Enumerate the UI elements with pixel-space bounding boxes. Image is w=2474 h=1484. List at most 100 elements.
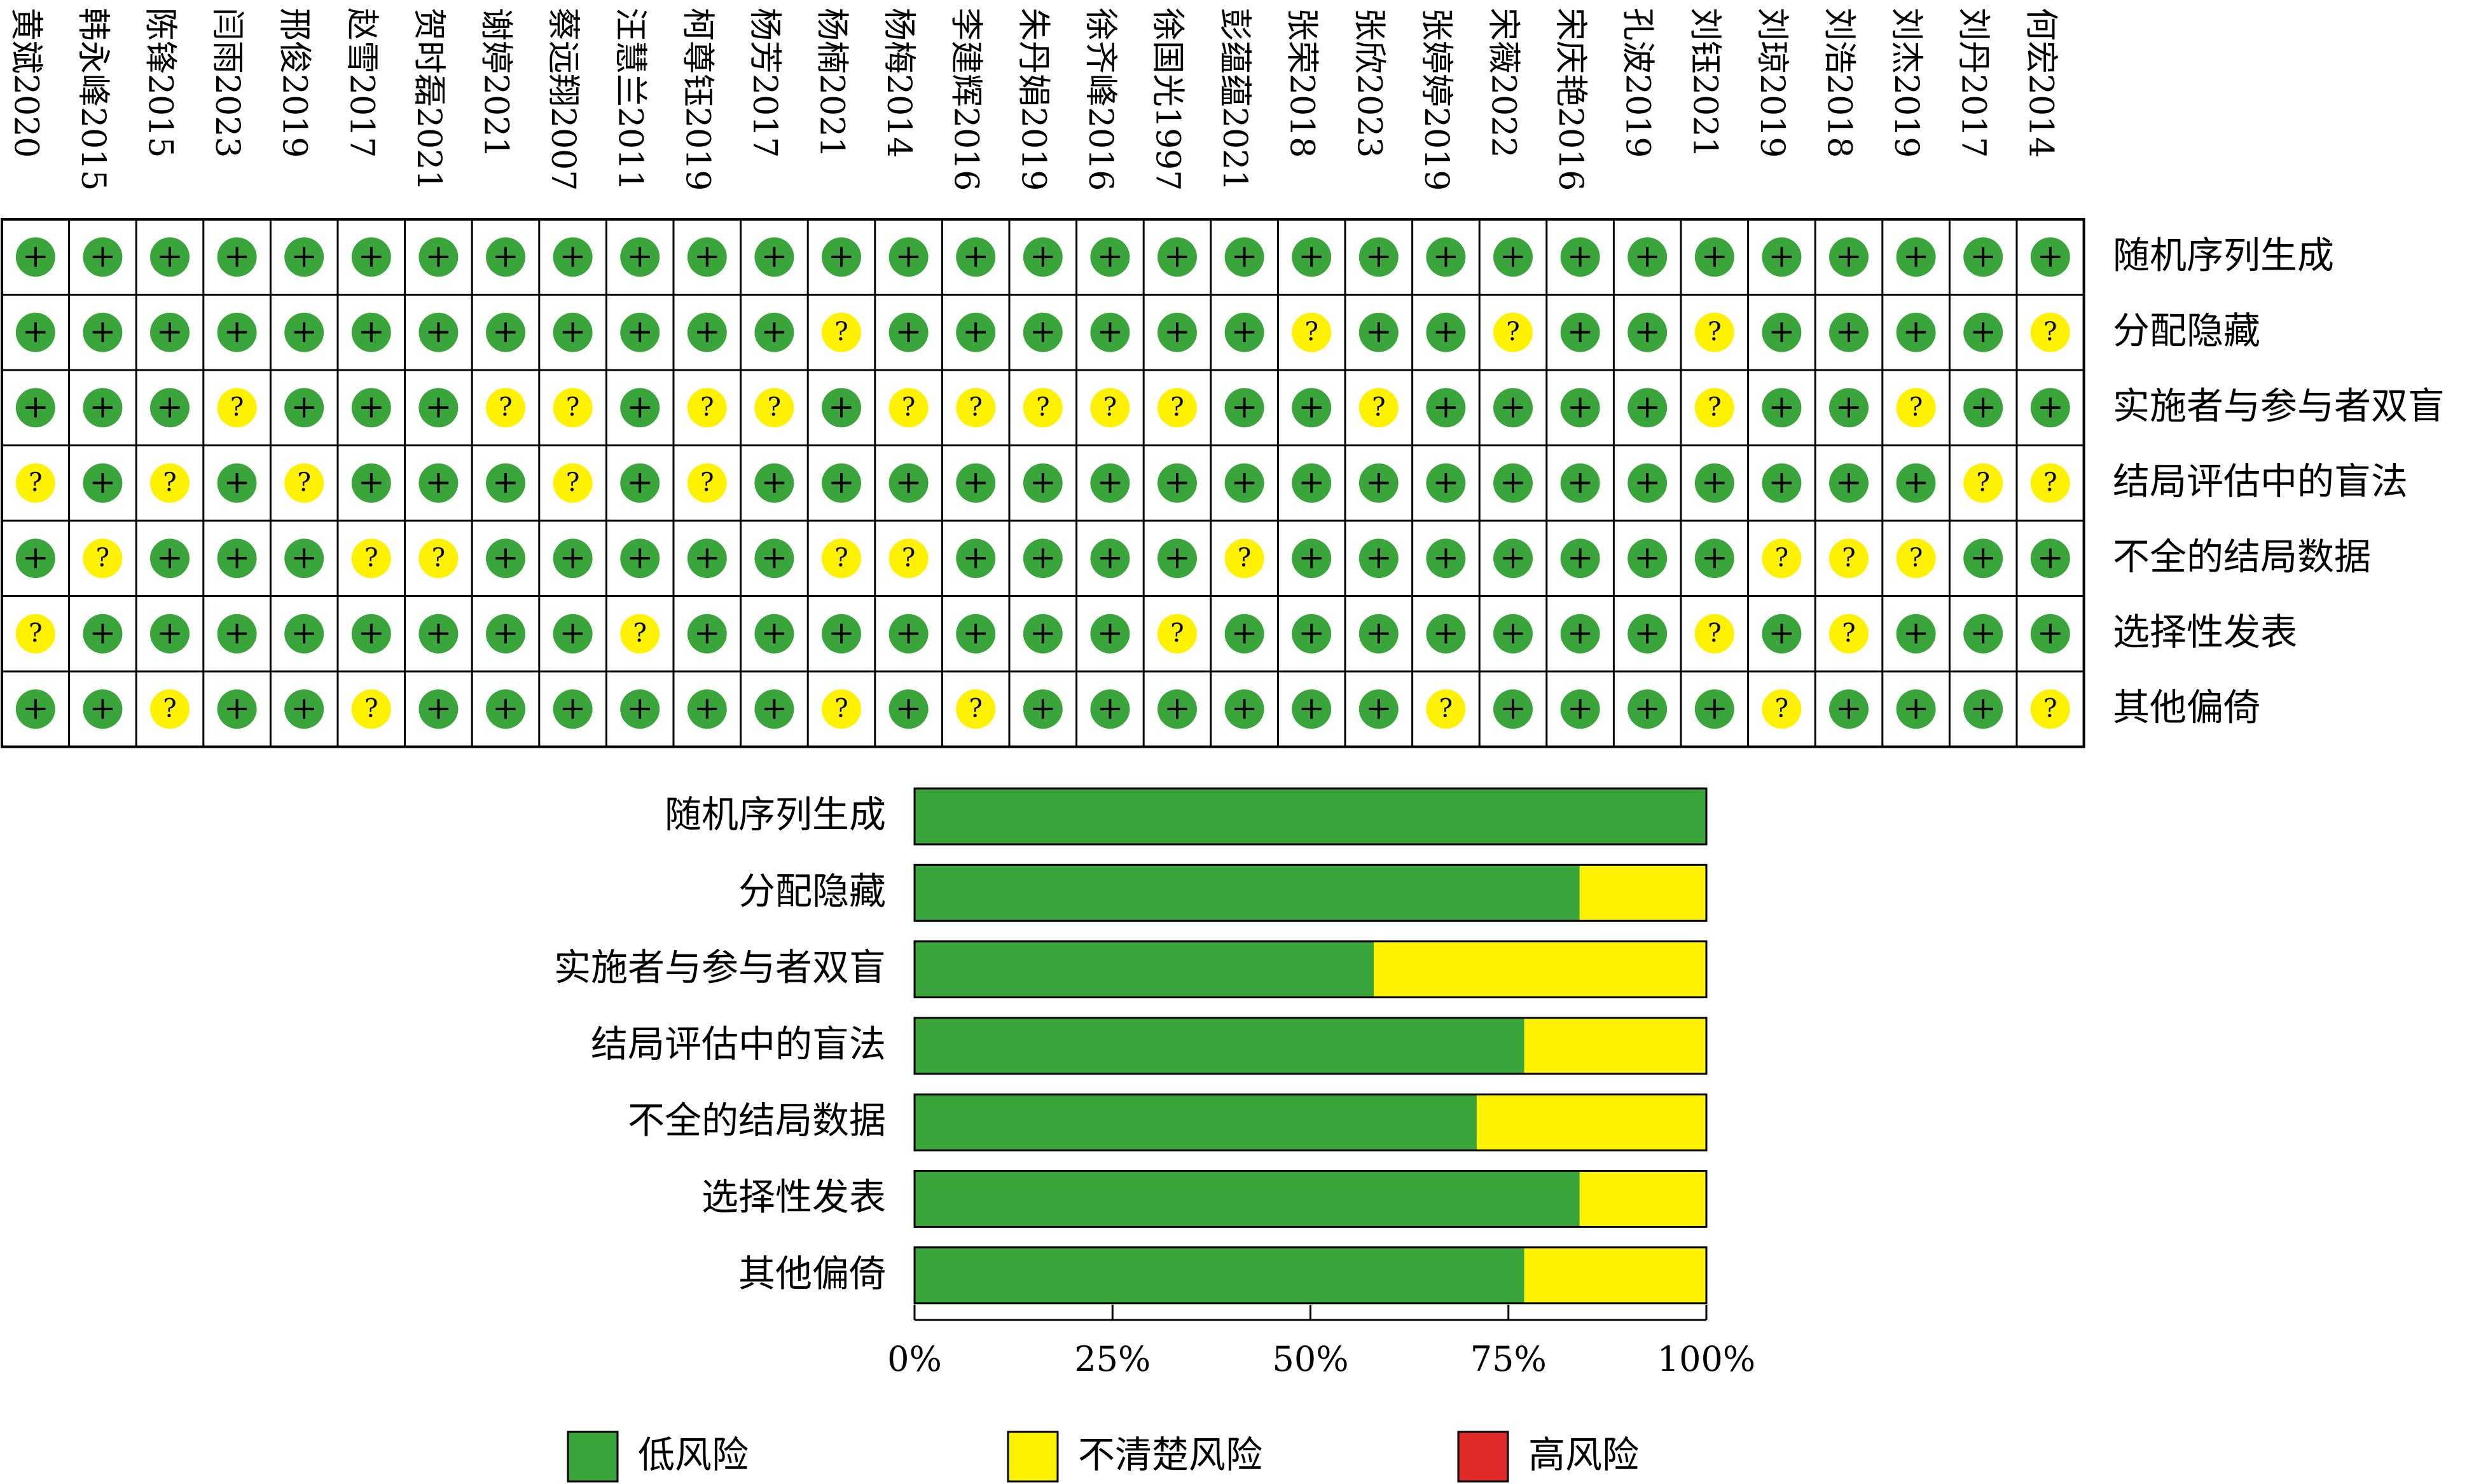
judgment-symbol: + bbox=[1970, 539, 1996, 575]
judgment-symbol: ? bbox=[700, 392, 714, 422]
low-risk-icon bbox=[956, 463, 996, 503]
judgment-symbol: + bbox=[1701, 237, 1728, 274]
bar-category-label: 分配隐藏 bbox=[738, 869, 886, 912]
low-risk-icon bbox=[1493, 539, 1533, 579]
low-risk-icon bbox=[1292, 388, 1332, 428]
judgment-symbol: + bbox=[492, 313, 519, 350]
low-risk-icon bbox=[351, 237, 391, 277]
unclear-risk-icon bbox=[2030, 463, 2070, 503]
low-risk-icon bbox=[1023, 689, 1063, 729]
judgment-symbol: + bbox=[492, 614, 519, 651]
unclear-risk-icon bbox=[418, 539, 459, 579]
low-risk-icon bbox=[956, 237, 996, 277]
low-risk-icon bbox=[1627, 539, 1668, 579]
bar-segment-unclear bbox=[1524, 1247, 1706, 1303]
unclear-risk-icon bbox=[15, 614, 55, 654]
low-risk-icon bbox=[217, 312, 257, 352]
x-tick-label: 75% bbox=[1470, 1339, 1547, 1379]
low-risk-icon bbox=[15, 312, 55, 352]
judgment-symbol: ? bbox=[1842, 619, 1855, 648]
judgment-symbol: + bbox=[1634, 464, 1661, 500]
low-risk-icon bbox=[553, 237, 593, 277]
judgment-symbol: + bbox=[1500, 539, 1526, 575]
low-risk-icon bbox=[620, 689, 660, 729]
low-risk-icon bbox=[15, 539, 55, 579]
low-risk-icon bbox=[1829, 237, 1869, 277]
judgment-symbol: + bbox=[1365, 464, 1392, 500]
judgment-symbol: ? bbox=[1909, 392, 1923, 422]
judgment-symbol: ? bbox=[633, 619, 646, 648]
low-risk-icon bbox=[284, 388, 324, 428]
judgment-symbol: + bbox=[1231, 388, 1258, 425]
unclear-risk-icon bbox=[888, 539, 929, 579]
study-label: 闫雨2023 bbox=[208, 8, 246, 158]
low-risk-icon bbox=[15, 689, 55, 729]
low-risk-icon bbox=[351, 388, 391, 428]
study-label: 杨梅2014 bbox=[880, 8, 918, 158]
judgment-symbol: ? bbox=[1103, 392, 1117, 422]
judgment-symbol: + bbox=[962, 539, 989, 575]
judgment-symbol: + bbox=[1567, 464, 1594, 500]
low-risk-icon bbox=[1560, 539, 1600, 579]
low-risk-icon bbox=[1627, 689, 1668, 729]
judgment-symbol: + bbox=[1567, 388, 1594, 425]
judgment-symbol: + bbox=[22, 313, 49, 350]
low-risk-icon bbox=[150, 312, 190, 352]
low-risk-icon bbox=[1358, 689, 1399, 729]
judgment-symbol: ? bbox=[1304, 317, 1318, 347]
judgment-symbol: ? bbox=[1238, 543, 1251, 572]
judgment-symbol: + bbox=[1298, 614, 1325, 651]
low-risk-icon bbox=[822, 463, 861, 503]
judgment-symbol: + bbox=[224, 614, 251, 651]
low-risk-icon bbox=[553, 689, 593, 729]
judgment-symbol: + bbox=[626, 313, 653, 350]
unclear-risk-icon bbox=[1694, 388, 1734, 428]
low-risk-icon bbox=[754, 237, 794, 277]
low-risk-icon bbox=[687, 689, 727, 729]
grid-border bbox=[1, 218, 2085, 748]
low-risk-icon bbox=[1224, 689, 1264, 729]
study-label: 徐齐峰2016 bbox=[1081, 8, 1119, 191]
low-risk-icon bbox=[888, 463, 929, 503]
study-label: 彭蕴蕴2021 bbox=[1215, 8, 1254, 191]
low-risk-icon bbox=[620, 312, 660, 352]
low-risk-icon bbox=[1426, 388, 1466, 428]
judgment-symbol: + bbox=[1030, 614, 1056, 651]
judgment-symbol: + bbox=[1835, 313, 1862, 350]
unclear-risk-icon bbox=[1158, 614, 1197, 654]
low-risk-icon bbox=[1023, 237, 1063, 277]
study-label: 张婷婷2019 bbox=[1417, 8, 1455, 191]
low-risk-icon bbox=[1829, 689, 1869, 729]
judgment-symbol: + bbox=[1634, 237, 1661, 274]
judgment-symbol: ? bbox=[29, 468, 42, 497]
judgment-symbol: + bbox=[1365, 689, 1392, 726]
judgment-symbol: + bbox=[2037, 539, 2064, 575]
judgment-symbol: + bbox=[1432, 614, 1459, 651]
low-risk-icon bbox=[1627, 388, 1668, 428]
low-risk-icon bbox=[83, 312, 123, 352]
bar-outline bbox=[913, 1170, 1708, 1228]
judgment-symbol: + bbox=[1701, 464, 1728, 500]
study-label: 杨芳2017 bbox=[745, 8, 784, 158]
low-risk-icon bbox=[754, 539, 794, 579]
unclear-risk-icon bbox=[486, 388, 525, 428]
low-risk-icon bbox=[1896, 689, 1936, 729]
low-risk-icon bbox=[1426, 539, 1466, 579]
low-risk-icon bbox=[1292, 463, 1332, 503]
low-risk-icon bbox=[1963, 312, 2003, 352]
judgment-symbol: + bbox=[694, 539, 721, 575]
low-risk-icon bbox=[1292, 689, 1332, 729]
low-risk-icon bbox=[1358, 312, 1399, 352]
judgment-symbol: + bbox=[1231, 614, 1258, 651]
bar-category-label: 实施者与参与者双盲 bbox=[554, 946, 886, 989]
judgment-symbol: + bbox=[1970, 388, 1996, 425]
judgment-symbol: + bbox=[828, 237, 855, 274]
study-label: 韩永峰2015 bbox=[74, 8, 112, 191]
low-risk-icon bbox=[1694, 689, 1734, 729]
judgment-symbol: ? bbox=[1708, 619, 1721, 648]
low-risk-icon bbox=[754, 463, 794, 503]
judgment-symbol: + bbox=[1164, 313, 1191, 350]
judgment-symbol: + bbox=[962, 614, 989, 651]
judgment-symbol: + bbox=[626, 237, 653, 274]
judgment-symbol: ? bbox=[1842, 543, 1855, 572]
